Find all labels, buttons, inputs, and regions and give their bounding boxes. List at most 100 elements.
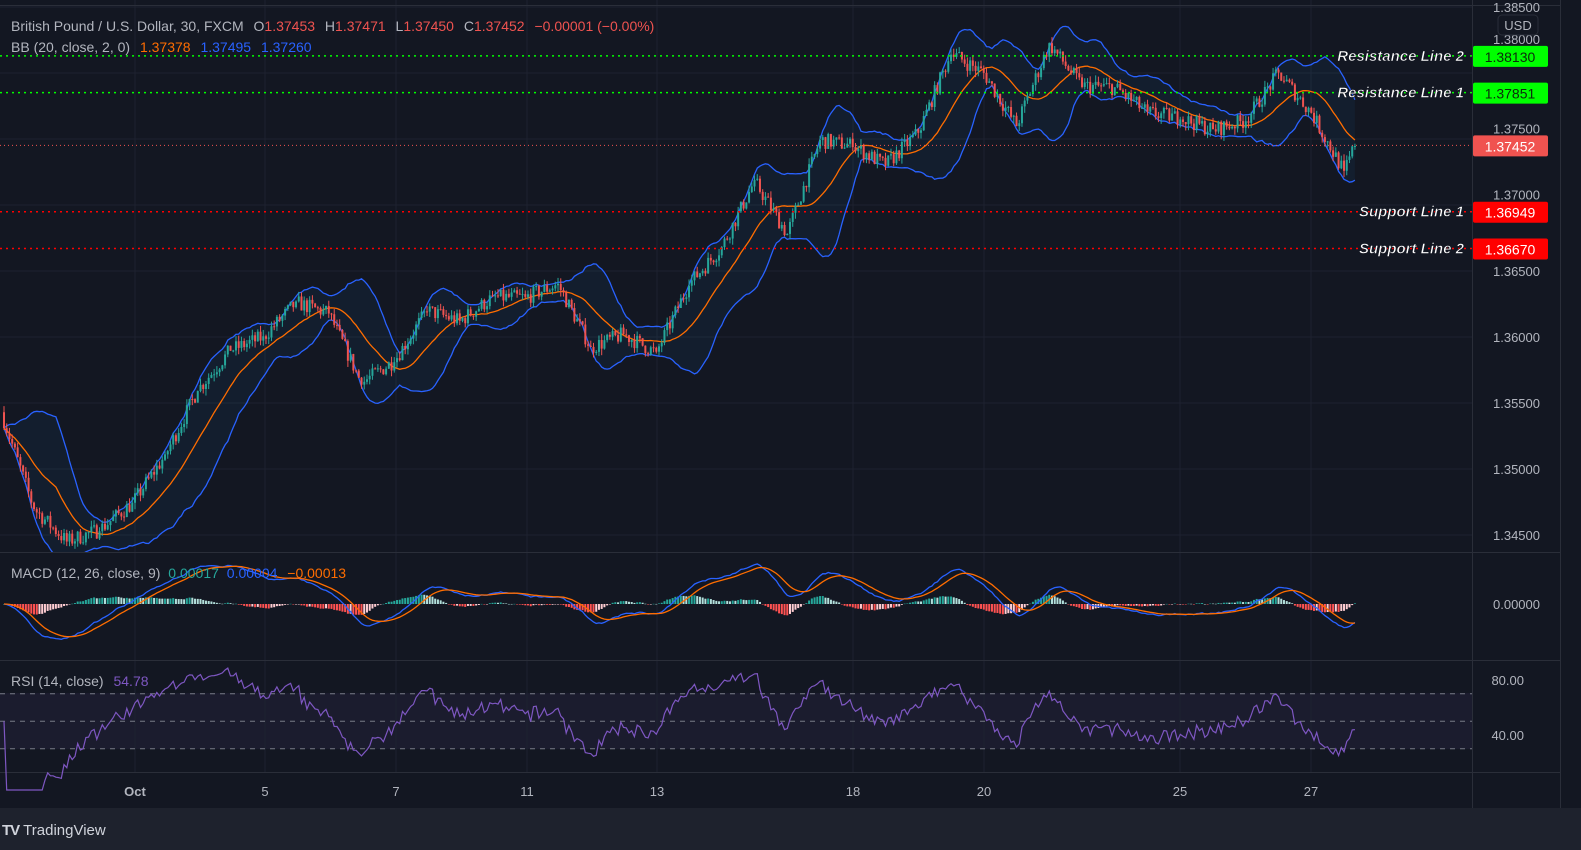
candle-body	[1288, 79, 1291, 82]
macd-histogram-bar	[505, 603, 508, 604]
candle-body	[1228, 126, 1231, 129]
macd-histogram-bar	[966, 604, 969, 605]
candle-body	[87, 532, 90, 534]
candle-body	[1282, 80, 1285, 82]
tradingview-logo[interactable]: TV TradingView	[2, 822, 106, 839]
rsi-pane	[0, 667, 1472, 791]
macd-histogram-bar	[941, 596, 944, 604]
macd-histogram-bar	[412, 596, 415, 604]
candle-body	[1321, 132, 1324, 138]
candle-body	[1269, 86, 1272, 90]
candle-body	[303, 300, 306, 311]
candle-body	[554, 285, 557, 289]
candle-body	[477, 308, 480, 312]
candle-body	[308, 299, 311, 313]
candle-body	[772, 208, 775, 211]
macd-histogram-bar	[281, 604, 284, 606]
candle-body	[472, 315, 475, 317]
candle-body	[174, 435, 177, 442]
candle-body	[63, 533, 66, 541]
candle-body	[641, 338, 644, 346]
candle-body	[1266, 86, 1269, 88]
candle-body	[1151, 107, 1154, 109]
candle-body	[824, 137, 827, 149]
macd-histogram-bar	[1053, 596, 1056, 604]
macd-histogram-bar	[327, 604, 330, 609]
macd-histogram-bar	[1061, 600, 1064, 604]
candle-body	[971, 60, 974, 66]
candle-body	[764, 196, 767, 201]
macd-histogram-bar	[802, 604, 805, 605]
candle-body	[1272, 73, 1275, 90]
candle-body	[456, 313, 459, 324]
macd-histogram-bar	[731, 600, 734, 604]
macd-histogram-bar	[35, 604, 38, 615]
candle-body	[458, 313, 461, 321]
macd-histogram-bar	[207, 601, 210, 604]
macd-histogram-bar	[431, 596, 434, 604]
price-tick: 1.35000	[1493, 462, 1540, 477]
candle-body	[183, 424, 186, 427]
macd-histogram-bar	[748, 599, 751, 604]
macd-histogram-bar	[22, 604, 25, 611]
candle-body	[316, 307, 319, 309]
currency-label: USD	[1504, 18, 1531, 33]
level-price-badge	[1473, 45, 1548, 67]
rsi-tick: 40.00	[1491, 728, 1524, 743]
macd-histogram-bar	[1222, 602, 1225, 604]
macd-histogram-bar	[491, 602, 494, 604]
macd-histogram-bar	[128, 598, 131, 604]
macd-histogram-bar	[267, 604, 270, 609]
macd-histogram-bar	[1081, 604, 1084, 610]
macd-histogram-bar	[27, 604, 30, 613]
candle-body	[990, 81, 993, 84]
macd-histogram-bar	[1089, 604, 1092, 610]
time-tick: Oct	[124, 784, 146, 799]
macd-histogram-bar	[466, 604, 469, 606]
candle-body	[1353, 145, 1356, 147]
time-tick: 7	[392, 784, 399, 799]
candle-body	[707, 257, 710, 274]
candle-body	[8, 432, 11, 440]
macd-histogram-bar	[1121, 604, 1124, 606]
macd-histogram-bar	[647, 604, 650, 605]
candle-body	[196, 391, 199, 403]
macd-histogram-bar	[614, 602, 617, 604]
chart-canvas[interactable]: 1.38500 1.38000 1.37500 1.37000 1.36500 1.360…	[0, 0, 1581, 808]
candle-body	[248, 339, 251, 344]
candle-body	[71, 533, 74, 544]
candle-body	[338, 324, 341, 331]
macd-histogram-bar	[243, 604, 246, 606]
candle-body	[671, 315, 674, 329]
candle-body	[1157, 116, 1160, 118]
macd-histogram-bar	[1173, 603, 1176, 605]
candle-body	[256, 331, 259, 342]
candle-body	[1304, 106, 1307, 113]
macd-histogram-bar	[786, 604, 789, 616]
macd-histogram-bar	[701, 597, 704, 604]
candle-body	[365, 379, 368, 382]
candle-body	[529, 294, 532, 303]
candle-body	[739, 201, 742, 212]
macd-histogram-bar	[1340, 604, 1343, 612]
candle-body	[434, 307, 437, 319]
candle-body	[292, 301, 295, 308]
macd-histogram-bar	[1242, 602, 1245, 604]
candle-body	[1329, 141, 1332, 151]
candle-body	[158, 465, 161, 469]
candle-body	[1100, 85, 1103, 87]
candle-body	[379, 368, 382, 370]
candle-body	[1146, 104, 1149, 112]
macd-histogram-bar	[456, 604, 459, 606]
macd-histogram-bar	[548, 604, 551, 605]
candle-body	[966, 63, 969, 71]
macd-histogram-bar	[608, 604, 611, 605]
macd-histogram-bar	[147, 597, 150, 604]
macd-histogram-bar	[819, 596, 822, 604]
candle-body	[123, 516, 126, 518]
candle-body	[229, 345, 232, 351]
macd-histogram-bar	[297, 604, 300, 605]
macd-histogram-bar	[1351, 604, 1354, 606]
macd-histogram-bar	[387, 601, 390, 604]
macd-histogram-bar	[816, 596, 819, 604]
